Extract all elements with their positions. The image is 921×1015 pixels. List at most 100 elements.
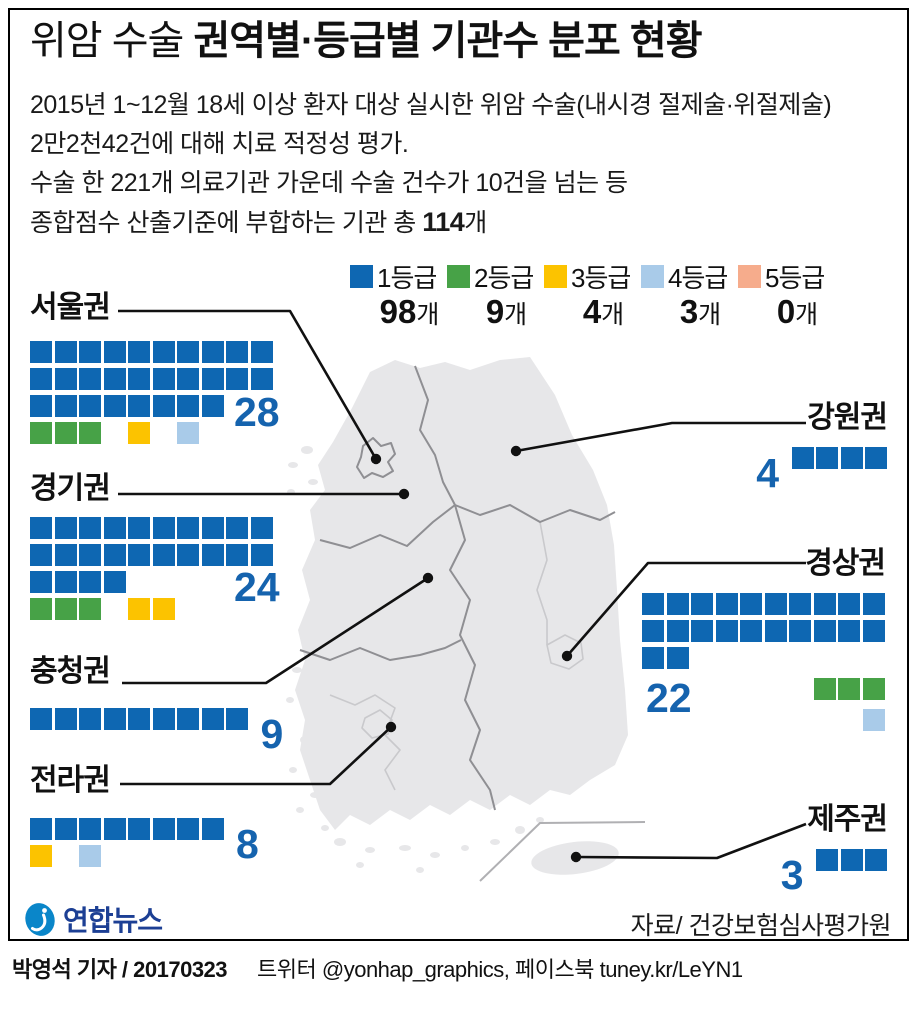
subtitle-line: 종합점수 산출기준에 부합하는 기관 총 114개 [30, 207, 487, 237]
grade1-square [642, 647, 664, 669]
grade1-square [840, 849, 863, 871]
grid-gap [153, 422, 175, 444]
legend-label: 1등급 [377, 262, 437, 293]
grade1-square [201, 395, 224, 417]
grade1-square [177, 341, 199, 363]
grid-gap [104, 422, 126, 444]
region-label-chungcheong: 충청권 [30, 655, 111, 688]
legend-item-grade5: 5등급 0개 [738, 263, 835, 331]
grade1-square [152, 517, 175, 539]
grade2-square [79, 422, 101, 444]
grade1-square [177, 818, 199, 840]
grade1-square [128, 395, 150, 417]
grade3-square [30, 845, 52, 867]
legend-label: 5등급 [765, 262, 825, 293]
grade1-square [54, 571, 77, 593]
region-label-gyeongsang: 경상권 [805, 547, 886, 580]
grade1-square [715, 593, 738, 615]
legend-label: 4등급 [668, 262, 728, 293]
grade1-square [54, 708, 77, 730]
page-title-light: 위암 수술 [30, 19, 194, 63]
grade1-square [201, 517, 224, 539]
grade1-square [862, 593, 885, 615]
grid-gap [740, 709, 762, 731]
region-label-gyeonggi: 경기권 [30, 472, 111, 505]
page-title-bold: 권역별·등급별 기관수 분포 현황 [193, 19, 702, 63]
grade-legend: 1등급 98개 2등급 9개 3등급 4개 4등급 3개 5등급 0개 [350, 263, 835, 331]
grade1-square [79, 395, 101, 417]
grid-gap [814, 709, 836, 731]
grade1-square [30, 517, 52, 539]
legend-count: 3개 [679, 293, 722, 330]
legend-item-grade2: 2등급 9개 [447, 263, 544, 331]
region-grid-jeju: 3 [644, 849, 887, 896]
grid-gap [740, 678, 762, 700]
credit-social: 트위터 @yonhap_graphics, 페이스북 tuney.kr/LeYN… [257, 957, 743, 982]
mainland-shape [295, 357, 628, 830]
grade1-square [79, 571, 101, 593]
grade1-square [54, 517, 77, 539]
grade1-square [691, 593, 713, 615]
grid-row [642, 593, 885, 615]
legend-item-grade1: 1등급 98개 [350, 263, 447, 331]
grade1-square [764, 620, 787, 642]
region-block-gyeonggi: 경기권 24 [30, 473, 310, 625]
region-block-seoul: 서울권 28 [30, 292, 310, 449]
grade1-square [30, 395, 52, 417]
grade1-square [250, 544, 273, 566]
grade1-square [128, 708, 150, 730]
credit-author: 박영석 기자 / 20170323 [12, 957, 228, 982]
credit-line: 박영석 기자 / 20170323 트위터 @yonhap_graphics, 페… [12, 952, 743, 984]
region-block-gyeongsang: 경상권 22 [642, 547, 886, 736]
grade1-square [250, 368, 273, 390]
legend-count: 0개 [776, 293, 819, 330]
grade1-square [152, 395, 175, 417]
grade1-square [226, 544, 248, 566]
grade1-square [226, 517, 248, 539]
grade1-square [201, 341, 224, 363]
grade1-square [764, 593, 787, 615]
grade1-square [152, 544, 175, 566]
grade1-square [226, 368, 248, 390]
grade1-square [103, 571, 126, 593]
grid-row [642, 647, 885, 669]
grid-row [642, 620, 885, 642]
grade4-square [862, 709, 885, 731]
subtitle-line: 2015년 1~12월 18세 이상 환자 대상 실시한 위암 수술(내시경 절… [30, 91, 832, 119]
legend-swatch-grade4 [641, 264, 664, 288]
grade1-square [152, 368, 175, 390]
region-count-gyeonggi: 24 [234, 564, 280, 610]
grade1-square [128, 517, 150, 539]
grade1-square [740, 620, 762, 642]
grade1-square [128, 544, 150, 566]
grade1-square [79, 544, 101, 566]
grid-row [642, 709, 885, 731]
grade1-square [666, 593, 689, 615]
legend-swatch-grade1 [350, 264, 373, 288]
grade1-square [201, 544, 224, 566]
grid-gap [691, 709, 713, 731]
grade1-square [201, 708, 224, 730]
region-block-jeolla: 전라권 8 [30, 765, 330, 872]
grade2-square [813, 678, 836, 700]
subtitle: 2015년 1~12월 18세 이상 환자 대상 실시한 위암 수술(내시경 절… [30, 86, 832, 243]
region-block-chungcheong: 충청권 9 [30, 655, 330, 755]
grade1-square [54, 341, 77, 363]
grade1-square [30, 708, 52, 730]
region-label-jeju: 제주권 [807, 803, 888, 836]
grid-row [30, 845, 330, 867]
data-source: 자료/ 건강보험심사평가원 [630, 912, 892, 940]
grade2-square [54, 422, 77, 444]
grade3-square [128, 598, 150, 620]
grid-row [30, 517, 310, 539]
grade1-square [30, 544, 52, 566]
grade1-square [30, 818, 52, 840]
grade1-square [103, 517, 126, 539]
grade1-square [838, 620, 860, 642]
legend-label: 2등급 [474, 262, 534, 293]
grade1-square [177, 708, 199, 730]
grade1-square [226, 341, 248, 363]
grade2-square [838, 678, 860, 700]
region-count-gyeongsang: 22 [646, 675, 692, 721]
grid-gap [765, 678, 787, 700]
